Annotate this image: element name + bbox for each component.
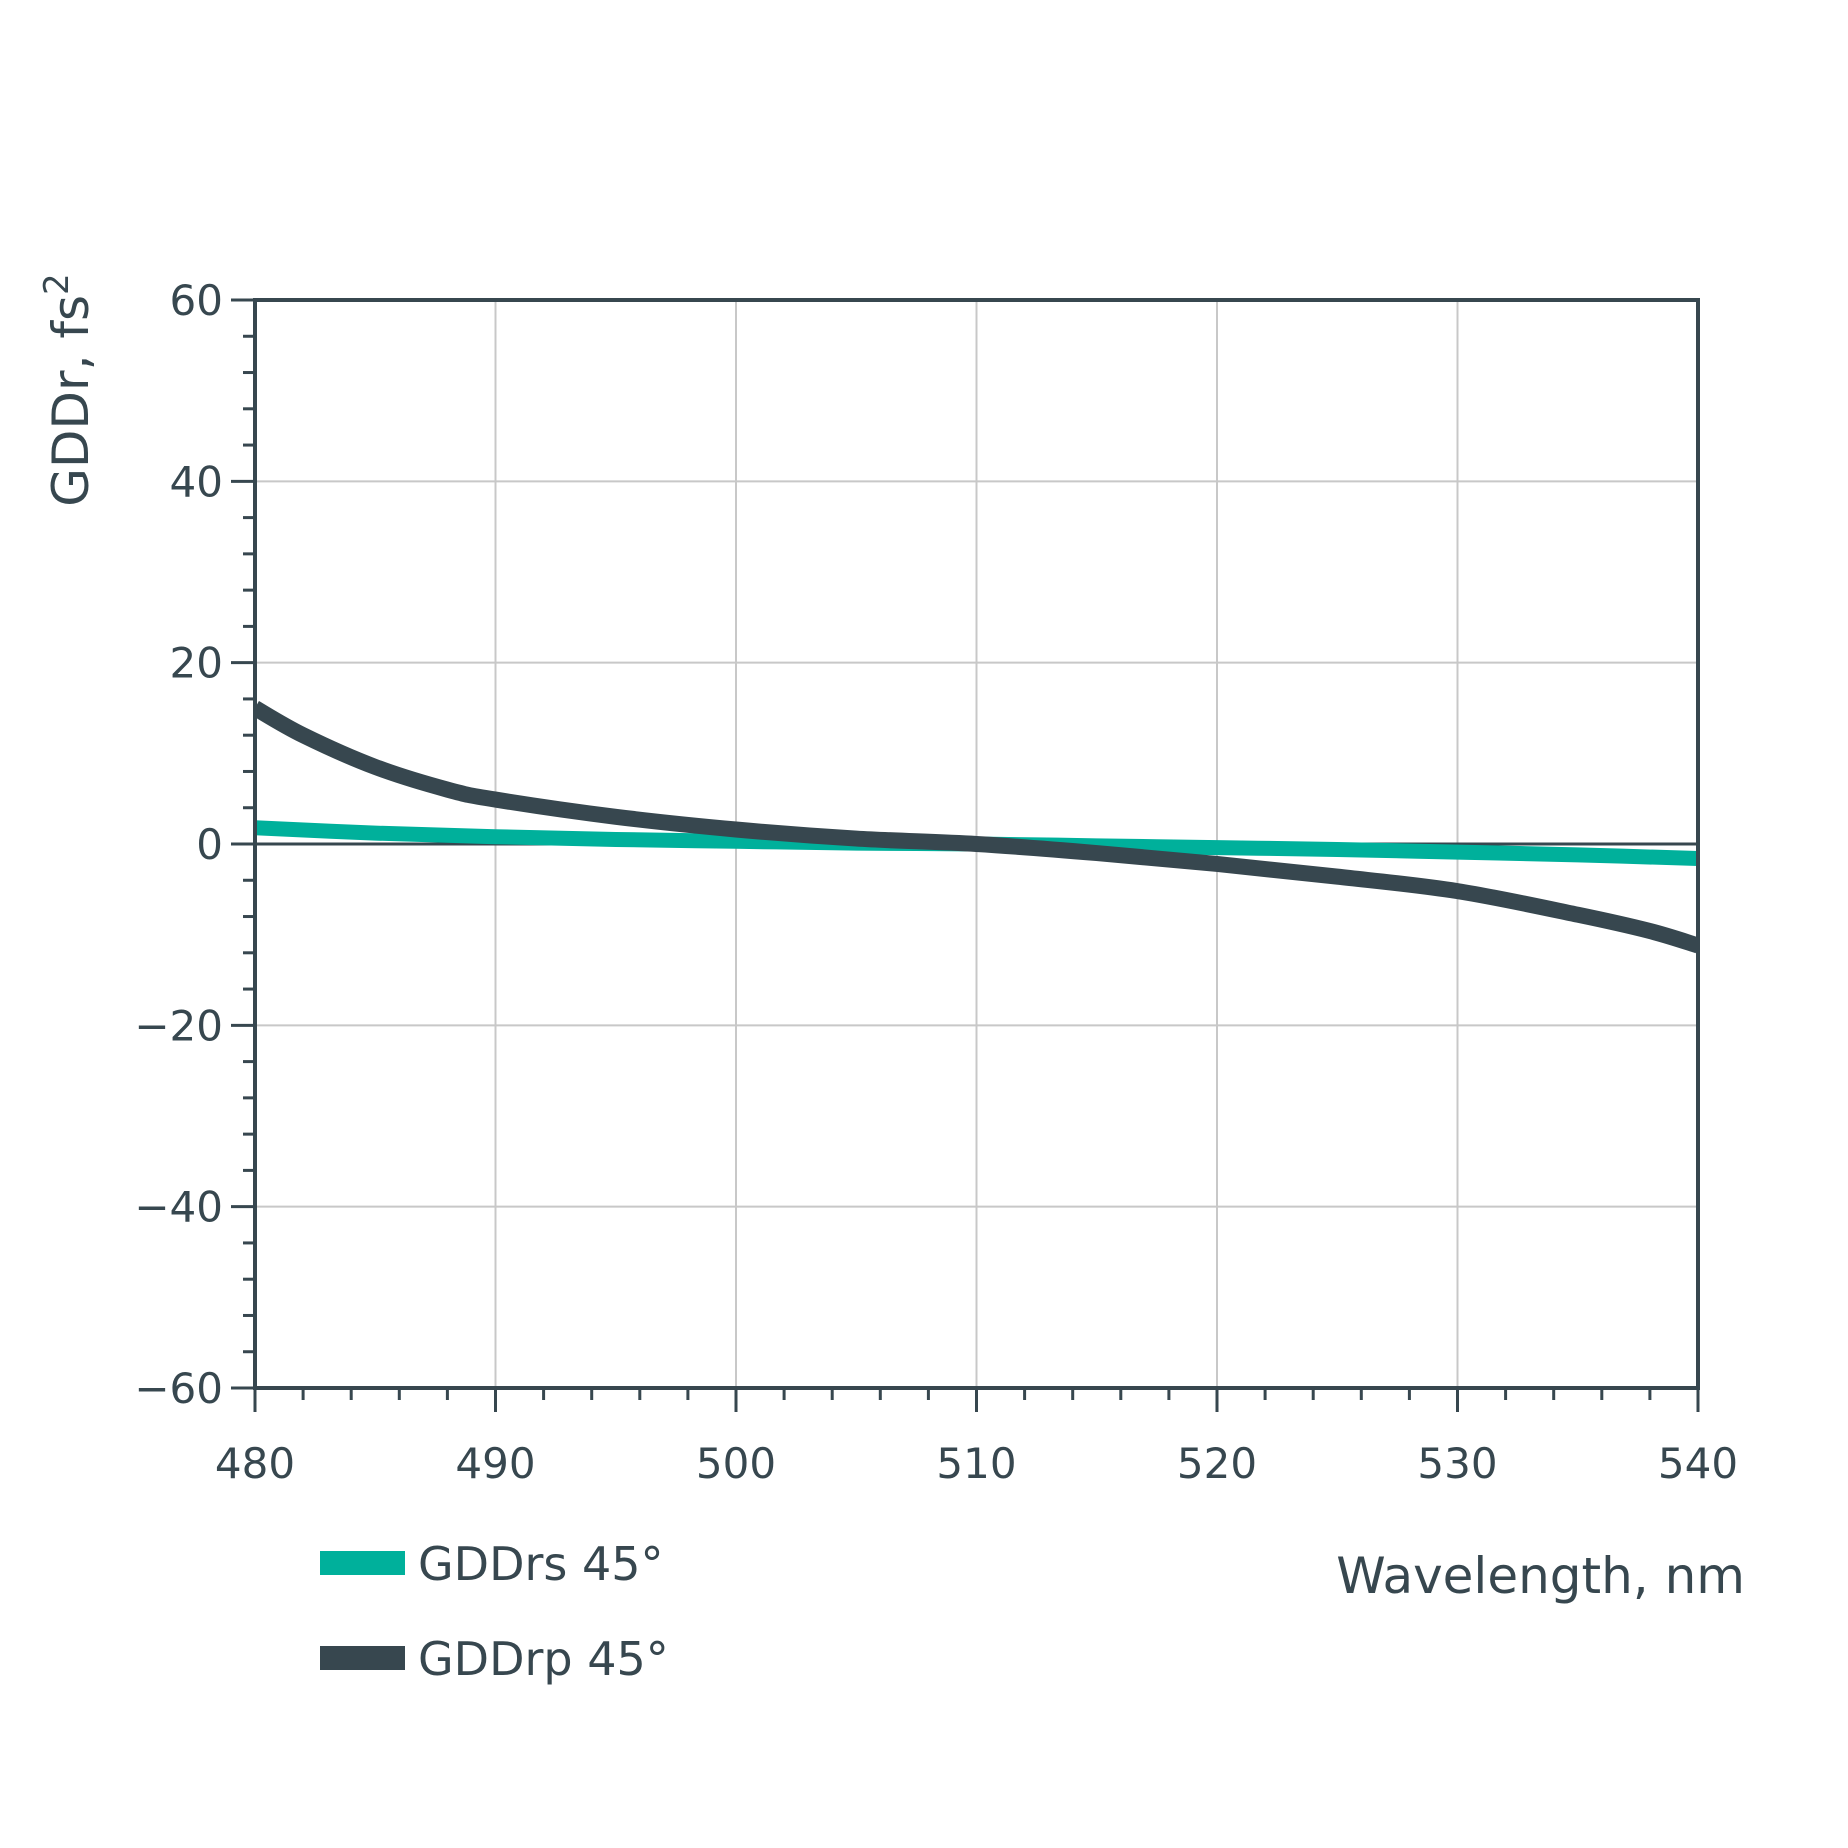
axis-ticks (231, 298, 1700, 1412)
legend-label: GDDrp 45° (418, 1632, 669, 1686)
y-axis-title-group: GDDr, fs2 (37, 273, 100, 506)
series-line-gddrp (255, 701, 1698, 954)
legend: GDDrs 45° GDDrp 45° (320, 1537, 669, 1686)
y-tick-label: 40 (170, 457, 223, 506)
x-axis-title: Wavelength, nm (1336, 1547, 1745, 1605)
y-tick-label: 60 (170, 276, 223, 325)
legend-label: GDDrs 45° (418, 1537, 664, 1591)
y-tick-label: 20 (170, 639, 223, 688)
y-tick-label: 0 (196, 820, 223, 869)
y-tick-label: −60 (134, 1364, 223, 1413)
y-tick-label: −40 (134, 1183, 223, 1232)
legend-swatch (320, 1551, 405, 1575)
x-tick-label: 490 (455, 1439, 535, 1488)
y-axis-title: GDDr, fs2 (37, 273, 100, 506)
series-layer (255, 701, 1698, 954)
x-tick-label: 540 (1658, 1439, 1738, 1488)
x-tick-label: 530 (1417, 1439, 1497, 1488)
x-tick-label: 520 (1177, 1439, 1257, 1488)
y-axis-title-superscript: 2 (37, 273, 77, 295)
y-axis-title-main: GDDr, fs (42, 295, 100, 507)
legend-swatch (320, 1646, 405, 1670)
x-tick-label: 480 (215, 1439, 295, 1488)
x-tick-label: 500 (696, 1439, 776, 1488)
y-axis-tick-labels: 60 40 20 0 −20 −40 −60 (134, 276, 223, 1413)
y-tick-label: −20 (134, 1001, 223, 1050)
x-axis-tick-labels: 480 490 500 510 520 530 540 (215, 1439, 1738, 1488)
x-tick-label: 510 (936, 1439, 1016, 1488)
